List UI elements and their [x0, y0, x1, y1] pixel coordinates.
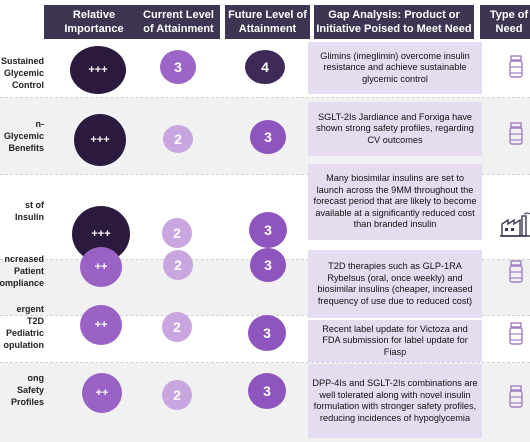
factory-icon: [500, 212, 530, 237]
gap-analysis-text: DPP-4Is and SGLT-2Is combinations are we…: [308, 364, 482, 438]
current-level-circle: 2: [163, 125, 193, 153]
header-current: Current Level of Attainment: [137, 5, 220, 39]
row-label: ergent T2D Pediatric opulation: [3, 304, 45, 350]
row-label: ncreased Patient ompliance: [0, 254, 44, 288]
row-divider: [0, 174, 530, 175]
gap-analysis-text: Glimins (imeglimin) overcome insulin res…: [308, 42, 482, 94]
current-level-circle: 2: [163, 250, 193, 280]
future-level-circle: 3: [250, 248, 286, 282]
future-level-circle: 4: [245, 50, 285, 84]
importance-circle: ++: [80, 305, 122, 345]
future-level-circle: 3: [250, 120, 286, 154]
row-label: n-Glycemic Benefits: [3, 119, 44, 153]
header-future: Future Level of Attainment: [225, 5, 310, 39]
medicine-bottle-icon: [509, 385, 523, 408]
medicine-bottle-icon: [509, 55, 523, 78]
current-level-circle: 2: [162, 380, 192, 410]
gap-analysis-text: Many biosimilar insulins are set to laun…: [308, 164, 482, 240]
row-label: st of Insulin: [15, 200, 44, 222]
future-level-circle: 3: [248, 373, 286, 409]
importance-circle: +++: [74, 114, 126, 166]
header-type: Type of Need: [480, 5, 530, 39]
medicine-bottle-icon: [509, 260, 523, 283]
row-label: ong Safety Profiles: [10, 373, 44, 407]
medicine-bottle-icon: [509, 322, 523, 345]
current-level-circle: 2: [162, 218, 192, 248]
gap-analysis-text: SGLT-2Is Jardiance and Forxiga have show…: [308, 102, 482, 156]
gap-analysis-text: Recent label update for Victoza and FDA …: [308, 320, 482, 362]
gap-analysis-text: T2D therapies such as GLP-1RA Rybelsus (…: [308, 250, 482, 318]
header-gap: Gap Analysis: Product or Initiative Pois…: [314, 5, 474, 39]
future-level-circle: 3: [249, 212, 287, 248]
row-divider: [0, 362, 530, 363]
row-label: Sustained Glycemic Control: [0, 56, 44, 90]
medicine-bottle-icon: [509, 122, 523, 145]
importance-circle: ++: [82, 373, 122, 413]
importance-circle: +++: [70, 46, 126, 94]
header-importance: Relative Importance: [44, 5, 144, 39]
row-divider: [0, 97, 530, 98]
current-level-circle: 2: [162, 312, 192, 342]
importance-circle: ++: [80, 247, 122, 287]
future-level-circle: 3: [248, 315, 286, 351]
current-level-circle: 3: [160, 50, 196, 84]
